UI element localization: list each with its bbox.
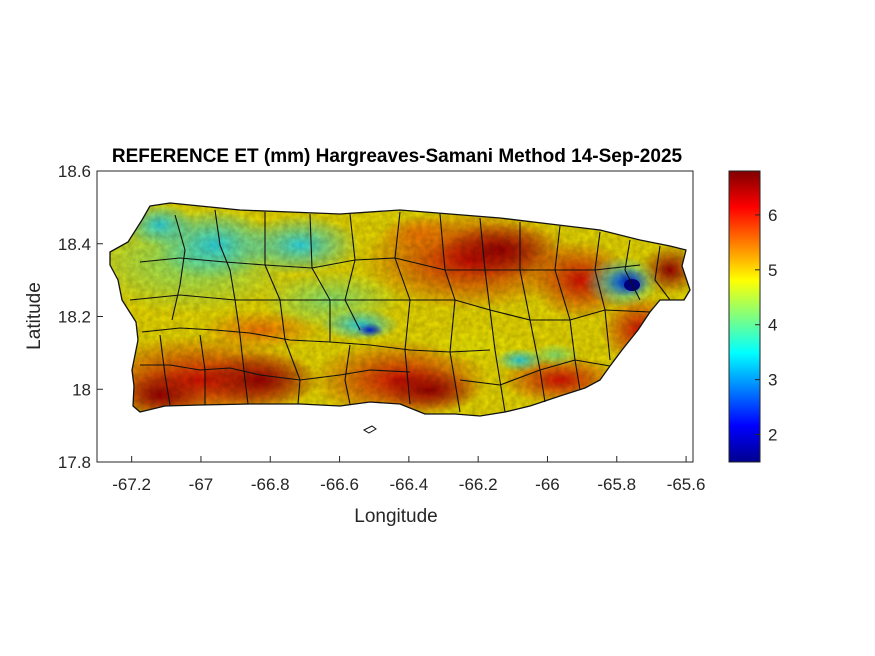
colorbar-tick-label: 6 <box>768 206 777 225</box>
x-tick-label: -66.4 <box>389 475 428 494</box>
y-tick-label: 18.4 <box>58 235 91 254</box>
x-tick-label: -65.8 <box>597 475 636 494</box>
x-tick-label: -67 <box>189 475 214 494</box>
x-tick-label: -66 <box>535 475 560 494</box>
y-axis-label: Latitude <box>24 282 45 350</box>
chart-title: REFERENCE ET (mm) Hargreaves-Samani Meth… <box>112 146 683 167</box>
y-tick-label: 18.6 <box>58 162 91 181</box>
x-tick-label: -66.2 <box>459 475 498 494</box>
et-heatmap <box>110 203 690 416</box>
x-tick-label: -66.8 <box>251 475 290 494</box>
y-tick-label: 17.8 <box>58 453 91 472</box>
colorbar-tick-label: 3 <box>768 371 777 390</box>
x-tick-label: -66.6 <box>320 475 359 494</box>
colorbar: 2 3 4 5 6 <box>728 170 777 463</box>
caja-de-muertos-island <box>362 425 377 434</box>
x-axis: -67.2 -67 -66.8 -66.6 -66.4 -66.2 -66 -65.8 -65.… <box>112 456 705 494</box>
colorbar-gradient <box>728 170 761 463</box>
colorbar-tick-label: 4 <box>768 316 777 335</box>
y-tick-label: 18 <box>72 380 91 399</box>
y-tick-label: 18.2 <box>58 308 91 327</box>
colorbar-tick-label: 2 <box>768 426 777 445</box>
x-tick-label: -67.2 <box>112 475 151 494</box>
x-tick-label: -65.6 <box>667 475 706 494</box>
x-axis-label: Longitude <box>354 506 437 527</box>
colorbar-tick-label: 5 <box>768 261 777 280</box>
y-axis: 17.8 18 18.2 18.4 18.6 <box>58 162 103 472</box>
municipal-boundaries <box>109 202 691 417</box>
